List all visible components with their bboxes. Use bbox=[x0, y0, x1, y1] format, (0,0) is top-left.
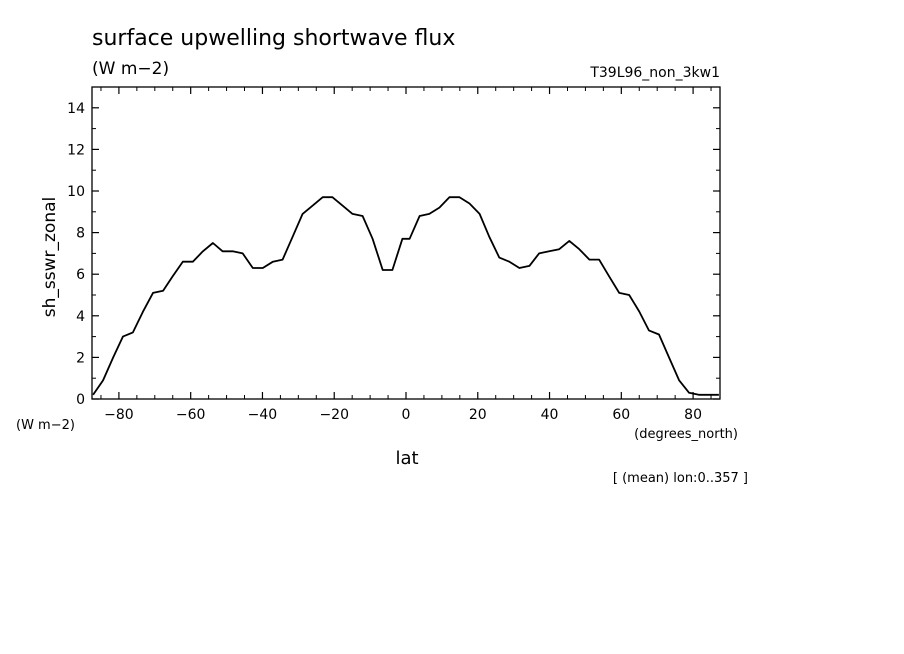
x-axis-units: (degrees_north) bbox=[634, 427, 738, 442]
y-tick-label: 6 bbox=[76, 267, 85, 283]
x-tick-label: 0 bbox=[402, 407, 411, 423]
x-tick-label: 20 bbox=[469, 407, 487, 423]
x-tick-label: 60 bbox=[612, 407, 630, 423]
y-tick-label: 8 bbox=[76, 226, 85, 242]
y-tick-label: 14 bbox=[67, 101, 85, 117]
x-tick-label: −20 bbox=[319, 407, 349, 423]
x-tick-labels: −80 −60 −40 −20 0 20 40 60 80 bbox=[104, 407, 702, 423]
y-tick-label: 10 bbox=[67, 184, 85, 200]
y-tick-label: 12 bbox=[67, 142, 85, 158]
x-tick-label: −80 bbox=[104, 407, 134, 423]
chart-title: surface upwelling shortwave flux bbox=[92, 26, 455, 51]
series-line bbox=[92, 196, 719, 396]
y-tick-labels: 0 2 4 6 8 10 12 14 bbox=[67, 101, 85, 408]
x-tick-label: 40 bbox=[541, 407, 559, 423]
x-axis-label: lat bbox=[395, 448, 418, 469]
tick-marks bbox=[92, 87, 720, 400]
y-tick-label: 2 bbox=[76, 350, 85, 366]
y-axis-units: (W m−2) bbox=[16, 418, 75, 433]
x-tick-label: −60 bbox=[176, 407, 206, 423]
experiment-label: T39L96_non_3kw1 bbox=[589, 65, 720, 81]
plot-frame bbox=[91, 86, 721, 400]
footnote: [ (mean) lon:0..357 ] bbox=[613, 471, 748, 486]
y-tick-label: 0 bbox=[76, 392, 85, 408]
plot-axes bbox=[91, 86, 721, 400]
title-units: (W m−2) bbox=[92, 59, 169, 79]
x-tick-label: −40 bbox=[248, 407, 278, 423]
y-axis-label: sh_sswr_zonal bbox=[40, 197, 60, 317]
x-tick-label: 80 bbox=[684, 407, 702, 423]
y-tick-label: 4 bbox=[76, 309, 85, 325]
